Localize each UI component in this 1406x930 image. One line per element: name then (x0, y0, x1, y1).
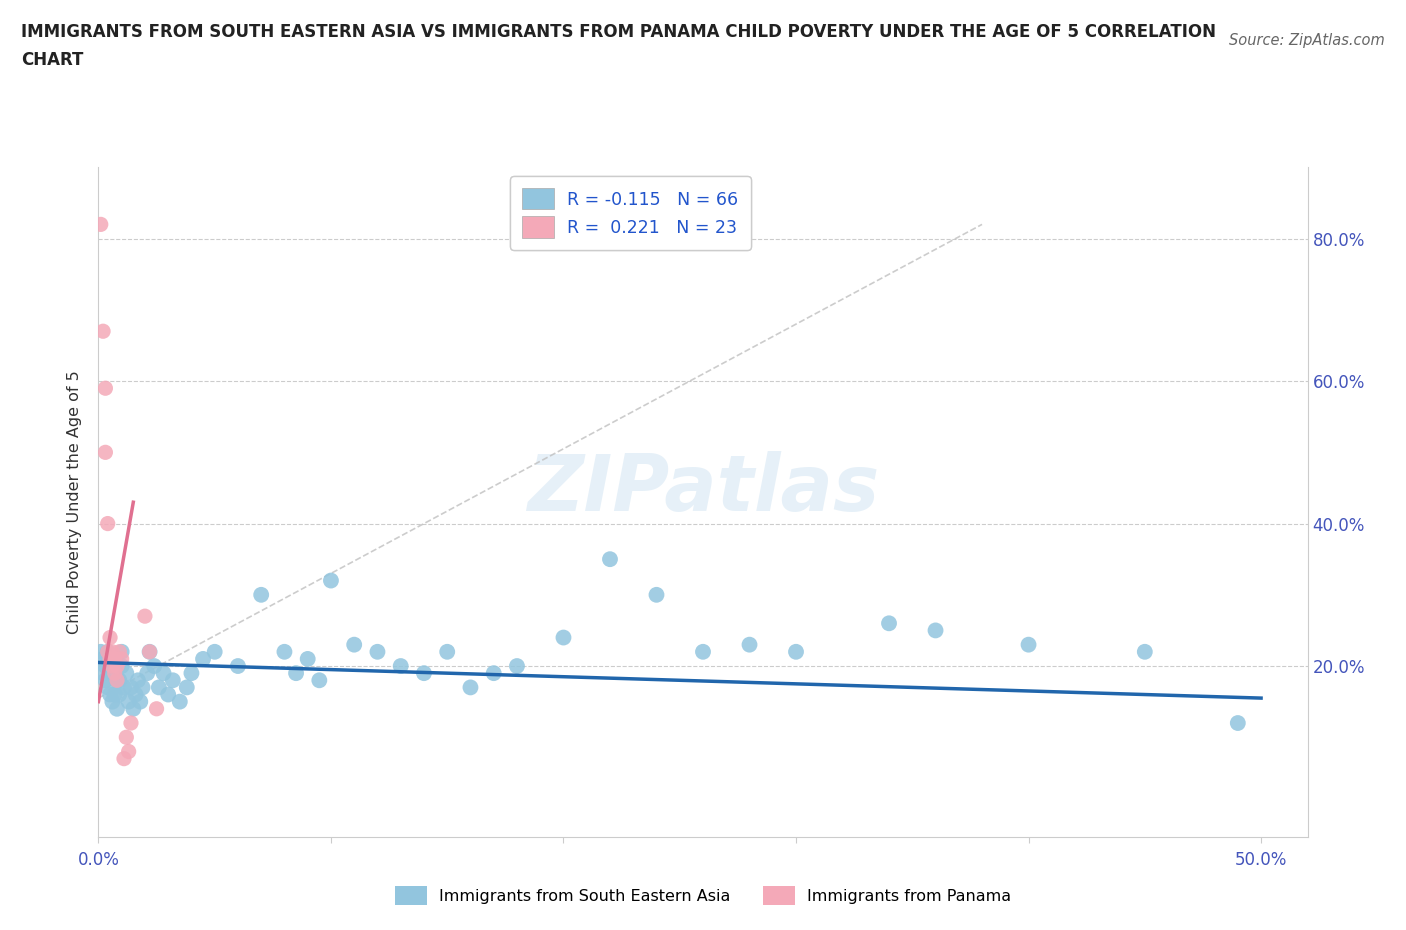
Point (308, 672, 330, 687)
Point (124, 687, 146, 702)
Point (101, 658, 124, 673)
Point (924, 623, 946, 638)
Point (176, 680, 198, 695)
Text: IMMIGRANTS FROM SOUTH EASTERN ASIA VS IMMIGRANTS FROM PANAMA CHILD POVERTY UNDER: IMMIGRANTS FROM SOUTH EASTERN ASIA VS IM… (21, 23, 1216, 41)
Point (285, 666, 308, 681)
Point (97, 644, 120, 659)
Point (127, 672, 149, 687)
Y-axis label: Child Poverty Under the Age of 5: Child Poverty Under the Age of 5 (67, 370, 83, 634)
Point (599, 551, 621, 566)
Point (204, 644, 226, 659)
Point (319, 573, 342, 588)
Point (645, 588, 668, 603)
Point (143, 658, 166, 673)
Point (97, 680, 120, 695)
Point (104, 687, 127, 702)
Point (94, 658, 117, 673)
Point (118, 744, 141, 759)
Point (108, 644, 131, 659)
Point (104, 666, 127, 681)
Point (129, 694, 152, 709)
Point (91, 324, 114, 339)
Point (104, 652, 127, 667)
Legend: R = -0.115   N = 66, R =  0.221   N = 23: R = -0.115 N = 66, R = 0.221 N = 23 (510, 176, 751, 249)
Point (389, 658, 412, 673)
Point (111, 658, 134, 673)
Point (122, 701, 145, 716)
Text: ZIPatlas: ZIPatlas (527, 451, 879, 526)
Point (1226, 715, 1249, 730)
Point (108, 672, 131, 687)
Point (297, 652, 319, 667)
Point (94, 380, 117, 395)
Point (191, 652, 214, 667)
Point (112, 751, 135, 766)
Point (250, 588, 273, 603)
Point (98, 652, 121, 667)
Point (226, 658, 249, 673)
Point (101, 644, 124, 659)
Point (98, 658, 121, 673)
Legend: Immigrants from South Eastern Asia, Immigrants from Panama: Immigrants from South Eastern Asia, Immi… (387, 878, 1019, 912)
Point (1018, 637, 1040, 652)
Point (152, 666, 174, 681)
Point (138, 644, 160, 659)
Point (436, 644, 458, 659)
Point (692, 644, 714, 659)
Point (101, 694, 124, 709)
Point (157, 687, 180, 702)
Point (785, 644, 807, 659)
Point (94, 445, 117, 459)
Point (112, 680, 135, 695)
Point (98, 631, 121, 645)
Point (131, 680, 153, 695)
Point (94, 672, 117, 687)
Point (118, 694, 141, 709)
Point (105, 672, 128, 687)
Point (104, 652, 127, 667)
Point (90, 644, 112, 659)
Text: Source: ZipAtlas.com: Source: ZipAtlas.com (1229, 33, 1385, 47)
Point (145, 701, 167, 716)
Point (482, 666, 505, 681)
Point (169, 694, 191, 709)
Point (877, 616, 900, 631)
Point (162, 672, 184, 687)
Point (90, 217, 112, 232)
Point (98, 687, 121, 702)
Point (91, 652, 114, 667)
Point (91, 666, 114, 681)
Point (343, 637, 366, 652)
Point (105, 658, 128, 673)
Point (273, 644, 295, 659)
Point (460, 680, 482, 695)
Point (180, 666, 202, 681)
Point (136, 666, 159, 681)
Point (148, 680, 170, 695)
Point (97, 516, 120, 531)
Point (1133, 644, 1156, 659)
Point (120, 680, 142, 695)
Point (506, 658, 529, 673)
Point (101, 666, 124, 681)
Point (108, 687, 131, 702)
Point (111, 644, 134, 659)
Point (366, 644, 388, 659)
Point (738, 637, 761, 652)
Point (111, 652, 134, 667)
Point (97, 644, 120, 659)
Point (134, 609, 156, 624)
Point (553, 631, 575, 645)
Point (105, 672, 128, 687)
Point (413, 666, 436, 681)
Point (138, 644, 160, 659)
Text: CHART: CHART (21, 51, 83, 69)
Point (105, 701, 128, 716)
Point (115, 666, 138, 681)
Point (120, 715, 142, 730)
Point (115, 730, 138, 745)
